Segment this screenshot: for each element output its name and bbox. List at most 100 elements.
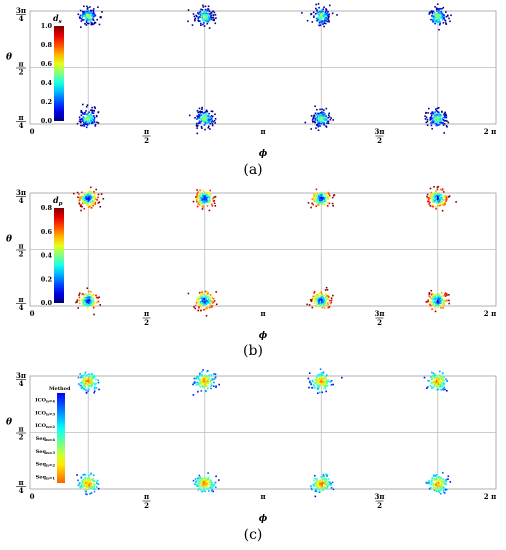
point	[97, 483, 100, 485]
point	[429, 187, 432, 190]
point	[435, 13, 437, 15]
y-tick-label: π2	[16, 242, 26, 259]
point	[92, 488, 94, 490]
point	[438, 379, 440, 382]
point	[430, 486, 432, 489]
point	[210, 117, 213, 119]
point	[198, 306, 200, 308]
point	[198, 307, 200, 309]
point	[92, 482, 94, 485]
point	[85, 493, 87, 495]
point	[197, 17, 200, 20]
point	[441, 385, 444, 387]
point	[325, 107, 328, 110]
point	[431, 381, 433, 383]
point	[322, 382, 325, 384]
point	[437, 15, 439, 17]
point	[311, 387, 313, 389]
point	[85, 382, 87, 385]
point	[320, 376, 322, 379]
point	[84, 477, 86, 479]
point	[311, 488, 313, 491]
point	[197, 124, 199, 127]
point	[313, 385, 316, 387]
point	[439, 13, 442, 15]
colorbar-gradient	[54, 208, 64, 303]
point	[313, 194, 316, 197]
point	[201, 196, 204, 198]
point	[87, 194, 89, 197]
point	[88, 198, 90, 200]
point	[199, 118, 202, 120]
point	[200, 304, 203, 307]
point	[327, 14, 329, 17]
colorbar-tick: 0.4	[41, 252, 53, 260]
point	[438, 299, 440, 302]
point	[437, 490, 440, 492]
point	[316, 296, 318, 298]
point	[83, 117, 85, 120]
point	[196, 205, 199, 208]
point	[311, 202, 313, 205]
point	[196, 195, 198, 197]
point	[211, 482, 214, 484]
point	[327, 122, 330, 124]
colorbar-tick: 0.2	[41, 98, 52, 106]
point	[81, 117, 83, 120]
point	[208, 376, 211, 379]
point	[87, 121, 90, 123]
point	[98, 296, 100, 298]
colorbar-tick: ICOn=4	[35, 397, 55, 403]
point	[442, 302, 445, 305]
point	[432, 192, 435, 195]
point	[436, 377, 439, 380]
point	[201, 18, 204, 20]
point	[315, 7, 317, 10]
point	[199, 386, 202, 388]
point	[197, 390, 199, 393]
point	[326, 122, 328, 124]
point	[321, 121, 324, 123]
point	[437, 480, 440, 483]
point	[324, 300, 327, 302]
point	[82, 387, 84, 389]
point	[88, 388, 91, 391]
point	[444, 111, 446, 114]
point	[426, 387, 428, 389]
point	[443, 202, 446, 205]
point	[197, 111, 199, 114]
point	[76, 191, 79, 194]
point	[196, 196, 199, 198]
point	[433, 489, 436, 492]
point	[88, 122, 91, 125]
point	[321, 372, 323, 374]
point	[92, 201, 94, 203]
point	[85, 490, 87, 493]
point	[440, 375, 443, 378]
point	[212, 301, 215, 304]
point	[98, 201, 101, 203]
point	[94, 375, 96, 377]
point	[441, 373, 444, 375]
point	[423, 376, 426, 379]
point	[321, 191, 323, 194]
point	[310, 382, 312, 384]
point	[86, 114, 88, 117]
point	[205, 481, 207, 484]
point	[94, 203, 97, 205]
point	[434, 22, 436, 25]
point	[434, 295, 436, 297]
point	[199, 382, 202, 385]
point	[202, 386, 205, 389]
point	[92, 200, 94, 202]
point	[440, 485, 443, 488]
point	[91, 297, 93, 299]
point	[209, 122, 212, 125]
point	[78, 296, 81, 299]
point	[443, 196, 445, 199]
point	[442, 6, 445, 9]
point	[439, 305, 442, 308]
point	[208, 199, 210, 201]
point	[80, 114, 83, 117]
point	[214, 14, 217, 16]
